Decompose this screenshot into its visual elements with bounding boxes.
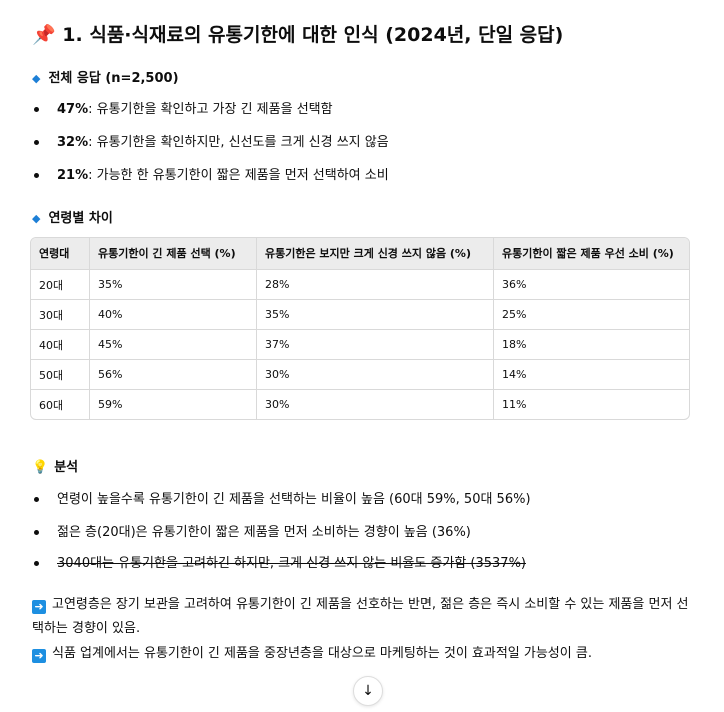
table-cell: 30% xyxy=(257,359,494,389)
table-cell: 56% xyxy=(90,359,257,389)
table-cell: 35% xyxy=(90,269,257,299)
table-cell: 50대 xyxy=(31,359,90,389)
arrow-right-icon: ➜ xyxy=(32,600,46,614)
list-item: 연령이 높을수록 유통기한이 긴 제품을 선택하는 비율이 높음 (60대 59… xyxy=(34,488,531,507)
table-cell: 59% xyxy=(90,389,257,419)
title-text: 1. 식품·식재료의 유통기한에 대한 인식 (2024년, 단일 응답) xyxy=(62,24,564,46)
header-cell: 연령대 xyxy=(31,238,90,269)
conclusion-2: ➜ 식품 업계에서는 유통기한이 긴 제품을 중장년층을 대상으로 마케팅하는 것… xyxy=(32,642,692,666)
list-item: 21%: 가능한 한 유통기한이 짧은 제품을 먼저 선택하여 소비 xyxy=(34,164,389,183)
list-item: 32%: 유통기한을 확인하지만, 신선도를 크게 신경 쓰지 않음 xyxy=(34,131,389,150)
table-row: 20대 35% 28% 36% xyxy=(31,269,689,299)
table-header: 연령대 유통기한이 긴 제품 선택 (%) 유통기한은 보지만 크게 신경 쓰지… xyxy=(31,238,689,269)
list-item: 3040대는 유통기한을 고려하긴 하지만, 크게 신경 쓰지 않는 비율도 증… xyxy=(34,552,526,571)
analysis-heading: 💡 분석 xyxy=(32,460,79,475)
table-cell: 40% xyxy=(90,299,257,329)
table-cell: 35% xyxy=(257,299,494,329)
table-row: 50대 56% 30% 14% xyxy=(31,359,689,389)
lightbulb-icon: 💡 xyxy=(32,460,49,475)
list-item: 젊은 층(20대)은 유통기한이 짧은 제품을 먼저 소비하는 경향이 높음 (… xyxy=(34,521,471,540)
page-title: 📌 1. 식품·식재료의 유통기한에 대한 인식 (2024년, 단일 응답) xyxy=(32,20,563,47)
pin-icon: 📌 xyxy=(32,24,56,46)
diamond-icon: ◆ xyxy=(32,72,41,85)
table-cell: 36% xyxy=(494,269,689,299)
scroll-down-button[interactable]: ↓ xyxy=(353,676,383,706)
table-cell: 60대 xyxy=(31,389,90,419)
table-row: 40대 45% 37% 18% xyxy=(31,329,689,359)
header-cell: 유통기한은 보지만 크게 신경 쓰지 않음 (%) xyxy=(257,238,494,269)
arrow-down-icon: ↓ xyxy=(362,683,374,699)
age-table: 연령대 유통기한이 긴 제품 선택 (%) 유통기한은 보지만 크게 신경 쓰지… xyxy=(30,237,690,420)
table-row: 60대 59% 30% 11% xyxy=(31,389,689,419)
table-row: 30대 40% 35% 25% xyxy=(31,299,689,329)
arrow-right-icon: ➜ xyxy=(32,649,46,663)
age-heading: ◆ 연령별 차이 xyxy=(32,211,113,226)
table-cell: 20대 xyxy=(31,269,90,299)
diamond-icon: ◆ xyxy=(32,212,41,225)
table-cell: 18% xyxy=(494,329,689,359)
list-item: 47%: 유통기한을 확인하고 가장 긴 제품을 선택함 xyxy=(34,98,333,117)
table-cell: 25% xyxy=(494,299,689,329)
table-cell: 30% xyxy=(257,389,494,419)
table-cell: 45% xyxy=(90,329,257,359)
conclusion-1: ➜ 고연령층은 장기 보관을 고려하여 유통기한이 긴 제품을 선호하는 반면, … xyxy=(32,597,689,636)
table-cell: 28% xyxy=(257,269,494,299)
table-cell: 37% xyxy=(257,329,494,359)
header-cell: 유통기한이 짧은 제품 우선 소비 (%) xyxy=(494,238,689,269)
table-cell: 14% xyxy=(494,359,689,389)
table-cell: 11% xyxy=(494,389,689,419)
overall-heading: ◆ 전체 응답 (n=2,500) xyxy=(32,71,179,86)
table-cell: 40대 xyxy=(31,329,90,359)
table-cell: 30대 xyxy=(31,299,90,329)
header-cell: 유통기한이 긴 제품 선택 (%) xyxy=(90,238,257,269)
